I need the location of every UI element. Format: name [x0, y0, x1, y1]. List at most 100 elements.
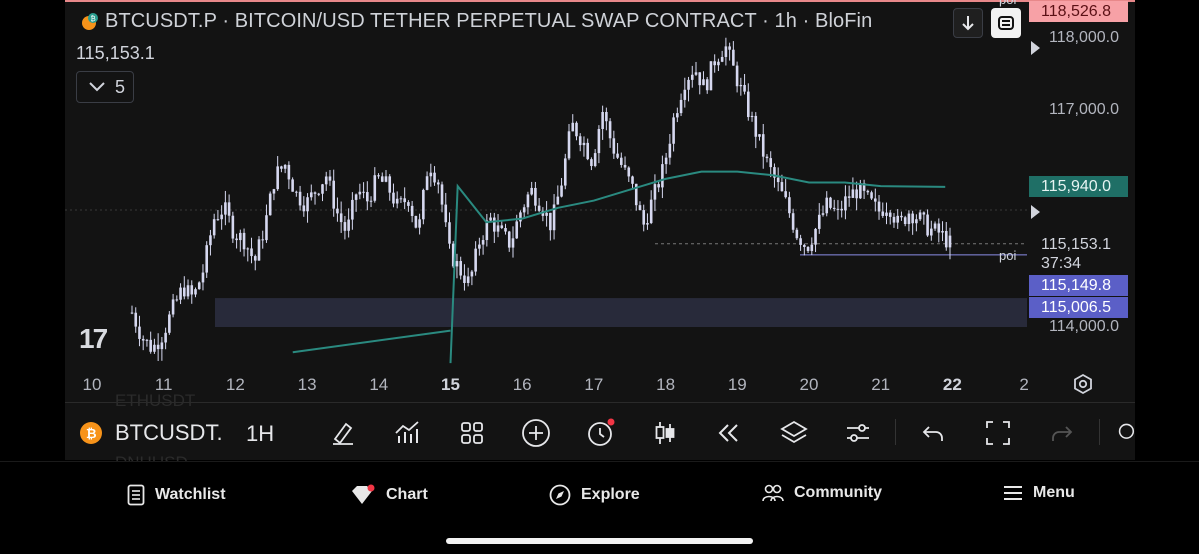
candle-body [623, 164, 627, 168]
candle-body [519, 212, 522, 222]
search-icon [1118, 423, 1135, 439]
redo-button[interactable] [1046, 417, 1078, 449]
candle-body [608, 121, 612, 139]
price-chart[interactable] [65, 0, 1135, 402]
indicators-button[interactable] [391, 417, 423, 449]
chart-icon [352, 484, 375, 504]
candle-body [328, 176, 332, 181]
candle-body [440, 184, 444, 205]
top-accent-bar [65, 0, 1135, 2]
candle-body [873, 198, 877, 202]
candle-body [638, 205, 642, 211]
replay-button[interactable] [713, 417, 745, 449]
layouts-button[interactable] [456, 417, 488, 449]
nav-menu[interactable]: Menu [1003, 484, 1075, 502]
candle-body [885, 212, 888, 216]
candle-body [507, 231, 511, 248]
candle-body [220, 214, 223, 220]
candle-body [627, 167, 631, 177]
axis-arrow-icon[interactable] [1031, 41, 1040, 55]
candle-body [496, 225, 500, 232]
candle-body [672, 117, 675, 144]
indicator-collapse-button[interactable]: 5 [76, 71, 134, 103]
nav-community[interactable]: Community [762, 484, 882, 502]
candle-body [515, 221, 519, 239]
chart-settings-button[interactable] [842, 417, 874, 449]
candle-body [470, 271, 474, 277]
vwap-line [449, 170, 946, 364]
candle-body [900, 215, 903, 218]
toolbar-divider [1099, 419, 1100, 445]
undo-button[interactable] [917, 417, 949, 449]
candle-body [817, 214, 821, 229]
candle-body [840, 208, 843, 211]
candle-body [859, 183, 862, 199]
symbol-selector[interactable]: ₿ BTCUSDT. [79, 420, 223, 446]
chart-area[interactable]: ₿ BTCUSDT.P · BITCOIN/USD TETHER PERPETU… [65, 0, 1135, 402]
candle-body [750, 115, 754, 118]
price-axis-label: 118,000.0 [1049, 29, 1119, 46]
candle-body [283, 164, 287, 169]
drawing-tools-button[interactable] [327, 417, 359, 449]
candle-body [358, 191, 362, 195]
price-tag-high: 118,526.8 [1029, 1, 1128, 22]
candle-body [563, 158, 567, 186]
candle-body [522, 207, 526, 213]
candle-body [724, 46, 728, 57]
candle-body [698, 72, 702, 86]
interval-selector[interactable]: 1H [246, 421, 275, 446]
nav-watchlist[interactable]: Watchlist [127, 484, 226, 506]
candle-countdown: 37:34 [1041, 255, 1082, 272]
candle-body [537, 205, 541, 211]
nav-explore[interactable]: Explore [549, 484, 640, 506]
candle-body [773, 167, 776, 178]
chart-type-button[interactable] [649, 417, 681, 449]
candle-body [526, 194, 530, 208]
candle-body [791, 213, 795, 230]
candle-body [870, 192, 873, 199]
candle-body [239, 232, 242, 241]
candle-body [739, 84, 743, 87]
candle-body [549, 212, 552, 231]
candle-body [720, 56, 724, 62]
candle-body [474, 248, 477, 272]
alerts-button[interactable] [584, 417, 616, 449]
candle-body [362, 191, 365, 193]
candle-body [141, 338, 145, 341]
rewind-icon [718, 424, 738, 442]
candle-body [388, 176, 392, 193]
candle-body [530, 187, 533, 195]
object-tree-button[interactable] [778, 417, 810, 449]
more-tools-button[interactable] [1111, 417, 1135, 449]
restore-window-button[interactable] [991, 8, 1021, 38]
nav-chart[interactable]: Chart [350, 484, 428, 506]
price-tag-level-1: 115,149.8 [1029, 275, 1128, 296]
add-button[interactable] [520, 417, 552, 449]
svg-text:₿: ₿ [86, 427, 97, 442]
candle-body [702, 79, 705, 86]
candle-body [306, 197, 309, 212]
chevron-down-icon [89, 82, 105, 92]
candle-body [799, 238, 802, 245]
candle-body [395, 198, 399, 204]
indicators-icon [395, 421, 419, 443]
candle-body [941, 230, 944, 233]
candle-body [242, 232, 246, 250]
candle-body [272, 189, 276, 194]
candle-body [448, 222, 451, 244]
scroll-down-button[interactable] [953, 8, 983, 38]
chart-toolbar: ETHUSDT DNHUSD ₿ BTCUSDT. 1H [65, 391, 1135, 472]
chart-title: BTCUSDT.P · BITCOIN/USD TETHER PERPETUAL… [105, 10, 873, 32]
candle-body [190, 285, 194, 295]
candle-body [556, 196, 560, 205]
candle-body [201, 272, 205, 283]
candle-body [679, 99, 683, 114]
time-axis-label: 10 [82, 375, 102, 394]
fullscreen-button[interactable] [982, 417, 1014, 449]
axis-settings-icon[interactable] [1072, 373, 1094, 395]
current-price-value: 115,153.1 [1041, 236, 1111, 253]
axis-arrow-icon[interactable] [1031, 205, 1040, 219]
candle-body [855, 189, 858, 199]
candle-body [216, 219, 220, 221]
candle-body [164, 332, 167, 343]
